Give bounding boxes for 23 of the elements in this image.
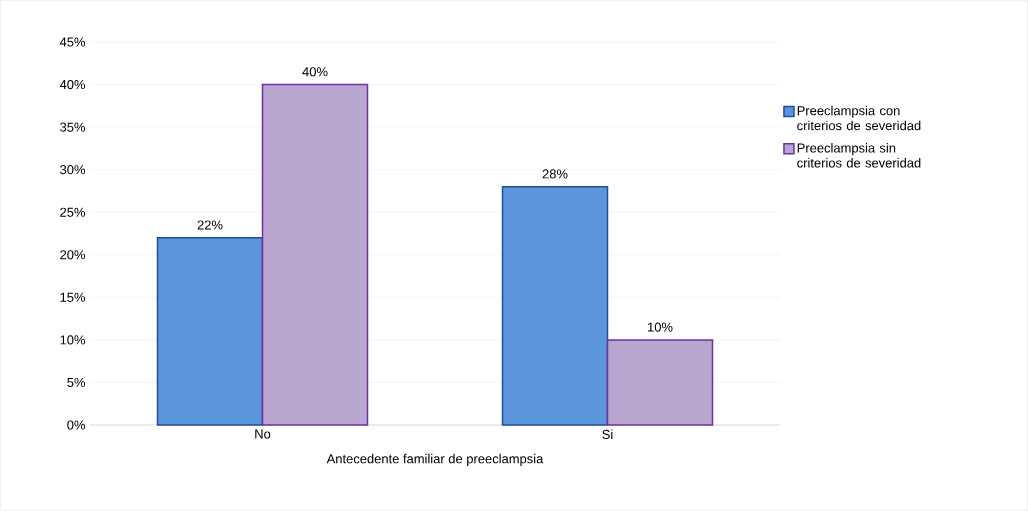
bar <box>156 237 264 426</box>
data-label: 40% <box>302 67 328 77</box>
y-tick-label: 40% <box>59 79 86 90</box>
bar <box>261 83 369 426</box>
y-tick-label: 45% <box>59 37 86 47</box>
y-tick-label: 25% <box>60 207 86 217</box>
data-label: 10% <box>648 322 673 332</box>
y-tick-label: 30% <box>60 165 86 175</box>
x-axis-title: Antecedente familiar de preeclampsia <box>326 453 544 466</box>
x-tick-label: Si <box>602 429 613 440</box>
bar <box>606 339 714 426</box>
bar <box>501 185 609 426</box>
data-label: 22% <box>197 220 223 230</box>
x-tick-label: No <box>255 429 271 439</box>
y-tick-label: 15% <box>60 292 86 302</box>
y-tick-label: 20% <box>60 250 86 260</box>
y-tick-label: 5% <box>67 377 86 387</box>
legend-label: Preeclampsia sin criterios de severidad <box>797 143 921 168</box>
legend-label: Preeclampsia con criterios de severidad <box>797 105 921 131</box>
y-tick-label: 0% <box>67 420 86 430</box>
y-tick-label: 10% <box>60 335 86 345</box>
y-tick-label: 35% <box>60 122 86 132</box>
data-label: 28% <box>542 169 568 179</box>
